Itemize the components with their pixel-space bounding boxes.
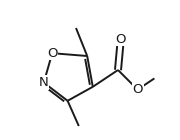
Text: O: O [132, 83, 143, 96]
Text: N: N [39, 76, 49, 89]
Text: O: O [116, 33, 126, 46]
Text: O: O [47, 47, 57, 60]
